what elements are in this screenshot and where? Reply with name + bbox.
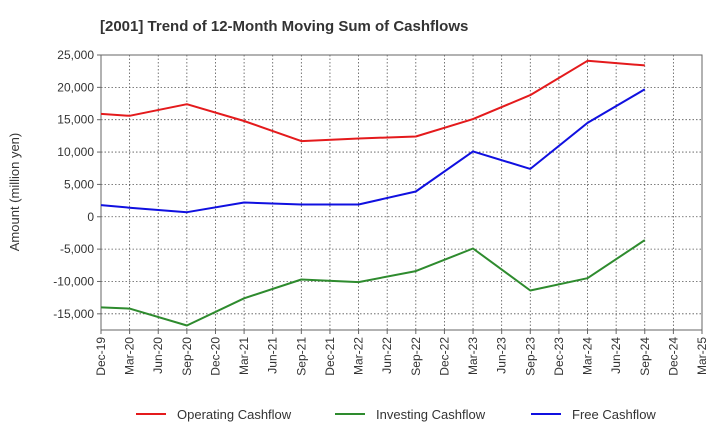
x-tick-label: Mar-21 (237, 337, 251, 375)
y-tick-label: 5,000 (64, 177, 94, 191)
x-tick-label: Mar-20 (123, 337, 137, 375)
investing-cashflow-line (100, 239, 646, 327)
y-tick-label: 25,000 (57, 48, 94, 62)
x-tick-label: Sep-20 (180, 337, 194, 376)
x-tick-label: Dec-19 (94, 337, 108, 376)
x-tick-label: Mar-24 (581, 337, 595, 375)
gridlines (100, 54, 703, 331)
y-axis-label: Amount (million yen) (7, 133, 22, 252)
investing-cashflow-legend-label: Investing Cashflow (376, 407, 486, 422)
plot-border (100, 54, 703, 331)
x-tick-label: Sep-24 (638, 337, 652, 376)
x-tick-label: Jun-21 (266, 337, 280, 374)
y-tick-label: -10,000 (53, 274, 94, 288)
free-cashflow-line (100, 88, 646, 214)
series-lines (100, 59, 646, 327)
plot-area (101, 55, 702, 330)
free-cashflow-legend-label: Free Cashflow (572, 407, 656, 422)
x-tick-label: Jun-22 (380, 337, 394, 374)
x-tick-label: Jun-20 (151, 337, 165, 374)
x-tick-label: Dec-20 (208, 337, 222, 376)
y-axis-ticks: 25,000 20,000 15,000 10,000 5,000 0 -5,000 -10,… (53, 48, 101, 321)
y-tick-label: -15,000 (53, 307, 94, 321)
chart-title: [2001] Trend of 12-Month Moving Sum of C… (100, 18, 468, 35)
operating-cashflow-line (100, 59, 645, 143)
x-tick-label: Sep-21 (294, 337, 308, 376)
x-tick-label: Jun-23 (495, 337, 509, 374)
x-tick-label: Dec-22 (437, 337, 451, 376)
x-tick-label: Dec-21 (323, 337, 337, 376)
legend: Operating Cashflow Investing Cashflow Free… (136, 407, 656, 422)
x-tick-label: Dec-24 (666, 337, 680, 376)
x-tick-label: Mar-23 (466, 337, 480, 375)
x-tick-label: Mar-25 (695, 337, 709, 375)
y-tick-label: 15,000 (57, 113, 94, 127)
y-tick-label: 0 (87, 210, 94, 224)
x-axis-ticks: Dec-19 Mar-20 Jun-20 Sep-20 Dec-20 Mar-21 Jun-… (94, 330, 709, 376)
y-tick-label: -5,000 (60, 242, 94, 256)
x-tick-label: Mar-22 (352, 337, 366, 375)
plot-background (101, 55, 702, 330)
operating-cashflow-legend-label: Operating Cashflow (177, 407, 292, 422)
y-tick-label: 10,000 (57, 145, 94, 159)
x-tick-label: Sep-23 (523, 337, 537, 376)
x-tick-label: Sep-22 (409, 337, 423, 376)
y-tick-label: 20,000 (57, 80, 94, 94)
x-tick-label: Dec-23 (552, 337, 566, 376)
x-tick-label: Jun-24 (609, 337, 623, 374)
